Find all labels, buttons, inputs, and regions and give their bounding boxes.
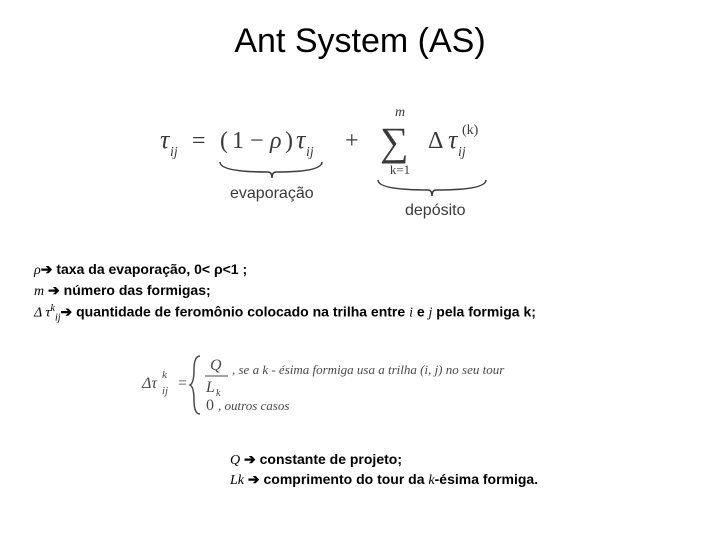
sigma: ∑ (380, 119, 409, 164)
def-delta-tau: Δ τkij➔ quantidade de feromônio colocado… (34, 302, 536, 325)
def-Q: Q ➔ constante de projeto; (230, 450, 550, 470)
definitions-1: ρ➔ taxa da evaporação, 0< ρ<1 ; m ➔ núme… (34, 260, 536, 325)
arrow-icon: ➔ (41, 261, 53, 277)
cond2: , outros casos (218, 398, 289, 413)
delta-tau-definition: Δτ k ij = Q L k , se a k - ésima formiga… (140, 350, 540, 425)
Lk-txt: comprimento do tour da (260, 471, 429, 487)
tau-sub: ij (170, 145, 178, 160)
minus: − (250, 128, 264, 154)
tau2-sub: ij (306, 145, 314, 160)
Q-txt: constante de projeto; (256, 451, 402, 467)
dt-end: pela formiga k; (432, 303, 535, 319)
formula2-svg: Δτ k ij = Q L k , se a k - ésima formiga… (140, 350, 540, 420)
arrow-icon: ➔ (48, 282, 60, 298)
eq2: = (178, 375, 187, 392)
arrow-icon: ➔ (61, 303, 73, 319)
slide: Ant System (AS) τ ij = ( 1 − ρ ) τ ij ev… (0, 0, 720, 540)
underbrace-evap (220, 162, 322, 178)
delta: Δ (428, 128, 443, 154)
dt2-k: k (162, 369, 168, 381)
e: e (413, 303, 429, 319)
dt-txt: quantidade de feromônio colocado na tril… (72, 303, 409, 319)
dt2: Δτ (141, 375, 158, 392)
Q-sym: Q (230, 453, 240, 468)
slide-title: Ant System (AS) (0, 22, 720, 61)
cond1: , se a k - ésima formiga usa a trilha (i… (232, 362, 505, 377)
arrow-icon: ➔ (244, 451, 256, 467)
tau3-sub: ij (458, 145, 466, 160)
label-evap: evaporação (230, 185, 314, 202)
m-sym: m (34, 284, 44, 299)
formula-svg: τ ij = ( 1 − ρ ) τ ij evaporação + m ∑ k… (150, 100, 570, 220)
arrow-icon: ➔ (248, 471, 260, 487)
pheromone-update-formula: τ ij = ( 1 − ρ ) τ ij evaporação + m ∑ k… (150, 100, 570, 225)
left-brace (190, 356, 200, 414)
definitions-2: Q ➔ constante de projeto; Lk ➔ comprimen… (230, 450, 550, 490)
plus: + (345, 128, 359, 154)
zero: 0 (206, 397, 214, 414)
underbrace-dep (378, 180, 486, 196)
lp: ( (220, 128, 228, 154)
def-rho: ρ➔ taxa da evaporação, 0< ρ<1 ; (34, 260, 536, 281)
def-m: m ➔ número das formigas; (34, 281, 536, 302)
Q: Q (210, 357, 222, 374)
Lk-end: -ésima formiga. (435, 471, 538, 487)
Lk-sym: Lk (230, 473, 244, 488)
label-dep: depósito (405, 202, 466, 219)
dt-sym: Δ τ (34, 305, 50, 320)
m-txt: número das formigas; (60, 282, 211, 298)
sum-k: k=1 (390, 162, 410, 177)
def-Lk: Lk ➔ comprimento do tour da k-ésima form… (230, 470, 550, 490)
rho-sym: ρ (34, 263, 41, 278)
rp: ) (285, 128, 293, 154)
eq: = (192, 128, 206, 154)
sum-m: m (395, 105, 405, 120)
one: 1 (232, 128, 244, 154)
rho: ρ (269, 128, 282, 154)
dt2-ij: ij (162, 385, 168, 397)
rho-txt: taxa da evaporação, 0< ρ<1 ; (52, 261, 247, 277)
L: L (205, 379, 215, 396)
k-sup: (k) (462, 123, 479, 138)
